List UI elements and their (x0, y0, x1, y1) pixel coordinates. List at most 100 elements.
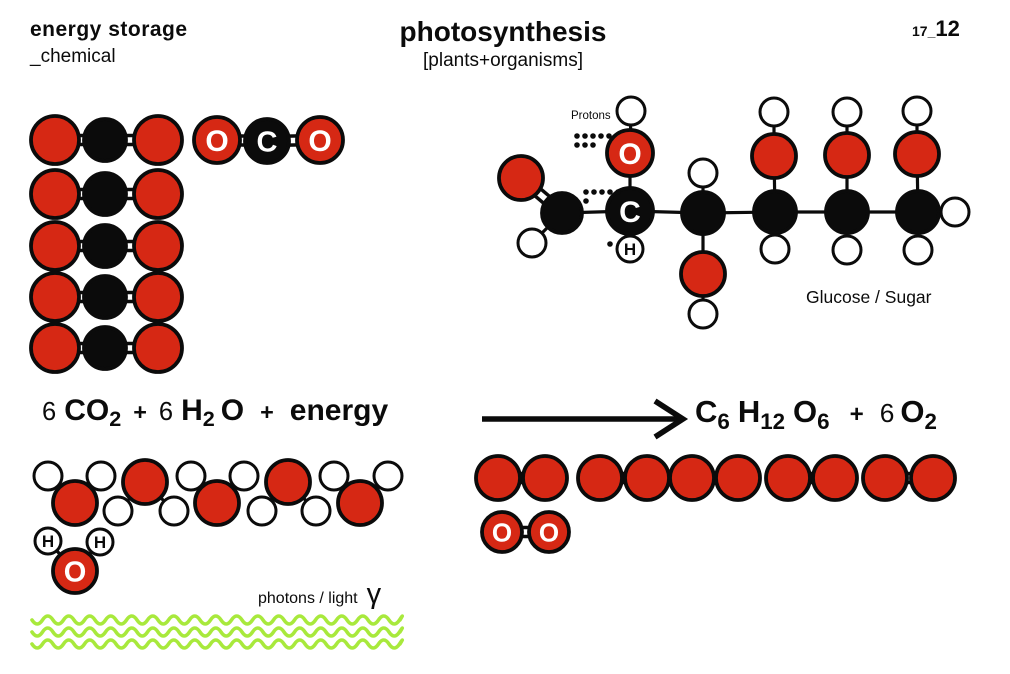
page-title: photosynthesis (399, 16, 607, 47)
h-labeled-white-atom (33, 526, 63, 556)
equation-left: 6 CO 2 +6 H 2 O + energy (42, 394, 388, 431)
red-atom (679, 250, 727, 298)
eq-subscript: 6 (717, 408, 730, 434)
black-atom (82, 274, 128, 320)
red-atom (121, 458, 169, 506)
white-atom (300, 495, 332, 527)
black-atom (680, 190, 726, 236)
black-atom (82, 325, 128, 371)
eq-coefficient: 6 (42, 398, 57, 426)
red-atom (764, 454, 812, 502)
light-wave (30, 626, 405, 638)
proton-dot (591, 189, 597, 195)
black-atom (824, 189, 870, 235)
proton-dot (582, 142, 588, 148)
white-atom (246, 495, 278, 527)
red-atom (29, 322, 81, 374)
red-atom (893, 130, 941, 178)
eq-formula: O (220, 394, 245, 427)
red-atom (336, 479, 384, 527)
atom-label: O (618, 138, 641, 171)
white-atom (687, 157, 719, 189)
atom-label: O (308, 125, 331, 158)
red-atom (576, 454, 624, 502)
eq-formula: O (793, 394, 818, 429)
red-atom (132, 271, 184, 323)
red-atom (29, 114, 81, 166)
red-atom (29, 168, 81, 220)
eq-formula: H (737, 394, 761, 429)
atom-label: O (205, 125, 228, 158)
eq-coefficient: 6 (879, 398, 895, 428)
proton-dot (583, 189, 589, 195)
equation-right: C 6 H 12 O 6 +6 O 2 (695, 394, 937, 434)
atom-label: C (257, 126, 278, 158)
red-atom (521, 454, 569, 502)
c-labeled-black-atom (243, 117, 291, 165)
photons-light-label: photons / light (258, 590, 358, 607)
eq-subscript: 12 (760, 408, 786, 434)
photons-light-caption: photons / light γ (258, 578, 381, 611)
proton-dot (607, 241, 613, 247)
atom-label: H (42, 532, 54, 551)
white-atom (228, 460, 260, 492)
white-atom (516, 227, 548, 259)
black-atom (82, 171, 128, 217)
black-atom (82, 117, 128, 163)
white-atom (372, 460, 404, 492)
proton-dot (615, 189, 621, 195)
red-atom (823, 131, 871, 179)
red-atom (132, 114, 184, 166)
atom-label: H (94, 533, 106, 552)
red-atom (29, 220, 81, 272)
o-labeled-red-atom (480, 510, 524, 554)
red-atom (29, 271, 81, 323)
light-wave (30, 614, 405, 626)
proton-dot (606, 133, 612, 139)
atom-label: C (619, 196, 641, 229)
proton-dot (583, 198, 589, 204)
red-atom (132, 168, 184, 220)
glucose-label: Glucose / Sugar (806, 287, 932, 307)
white-atom (758, 96, 790, 128)
light-wave (30, 638, 405, 650)
page-reference: 17_ 12 (912, 16, 960, 42)
gamma-symbol: γ (366, 578, 382, 610)
o2-row (474, 454, 957, 502)
white-atom (831, 96, 863, 128)
title-block: photosynthesis [plants+organisms] (353, 16, 653, 72)
eq-subscript: 2 (202, 406, 215, 432)
page-ref-number: 12 (935, 16, 960, 41)
eq-coefficient: 6 (158, 398, 174, 426)
plus-sign: + (260, 399, 274, 425)
black-atom (752, 189, 798, 235)
page-heading: energy storage (30, 18, 188, 41)
white-atom (615, 95, 647, 127)
eq-subscript: 2 (109, 406, 122, 432)
white-atom (939, 196, 971, 228)
proton-dot (598, 133, 604, 139)
white-atom (831, 234, 863, 266)
co2-stack (29, 114, 184, 374)
black-atom (540, 191, 584, 235)
water-row (32, 458, 404, 527)
atom-label: O (64, 556, 87, 588)
proton-dot (607, 189, 613, 195)
proton-dot (574, 133, 580, 139)
reaction-arrow-head (653, 398, 689, 440)
red-atom (132, 322, 184, 374)
protons-label: Protons (571, 110, 611, 122)
o-labeled-red-atom (192, 115, 242, 165)
atom-label: H (624, 240, 636, 259)
proton-dot (574, 142, 580, 148)
red-atom (750, 132, 798, 180)
eq-subscript: 6 (817, 408, 830, 434)
red-atom (909, 454, 957, 502)
red-atom (668, 454, 716, 502)
proton-dot (599, 189, 605, 195)
red-atom (264, 458, 312, 506)
white-atom (901, 95, 933, 127)
white-atom (902, 234, 934, 266)
